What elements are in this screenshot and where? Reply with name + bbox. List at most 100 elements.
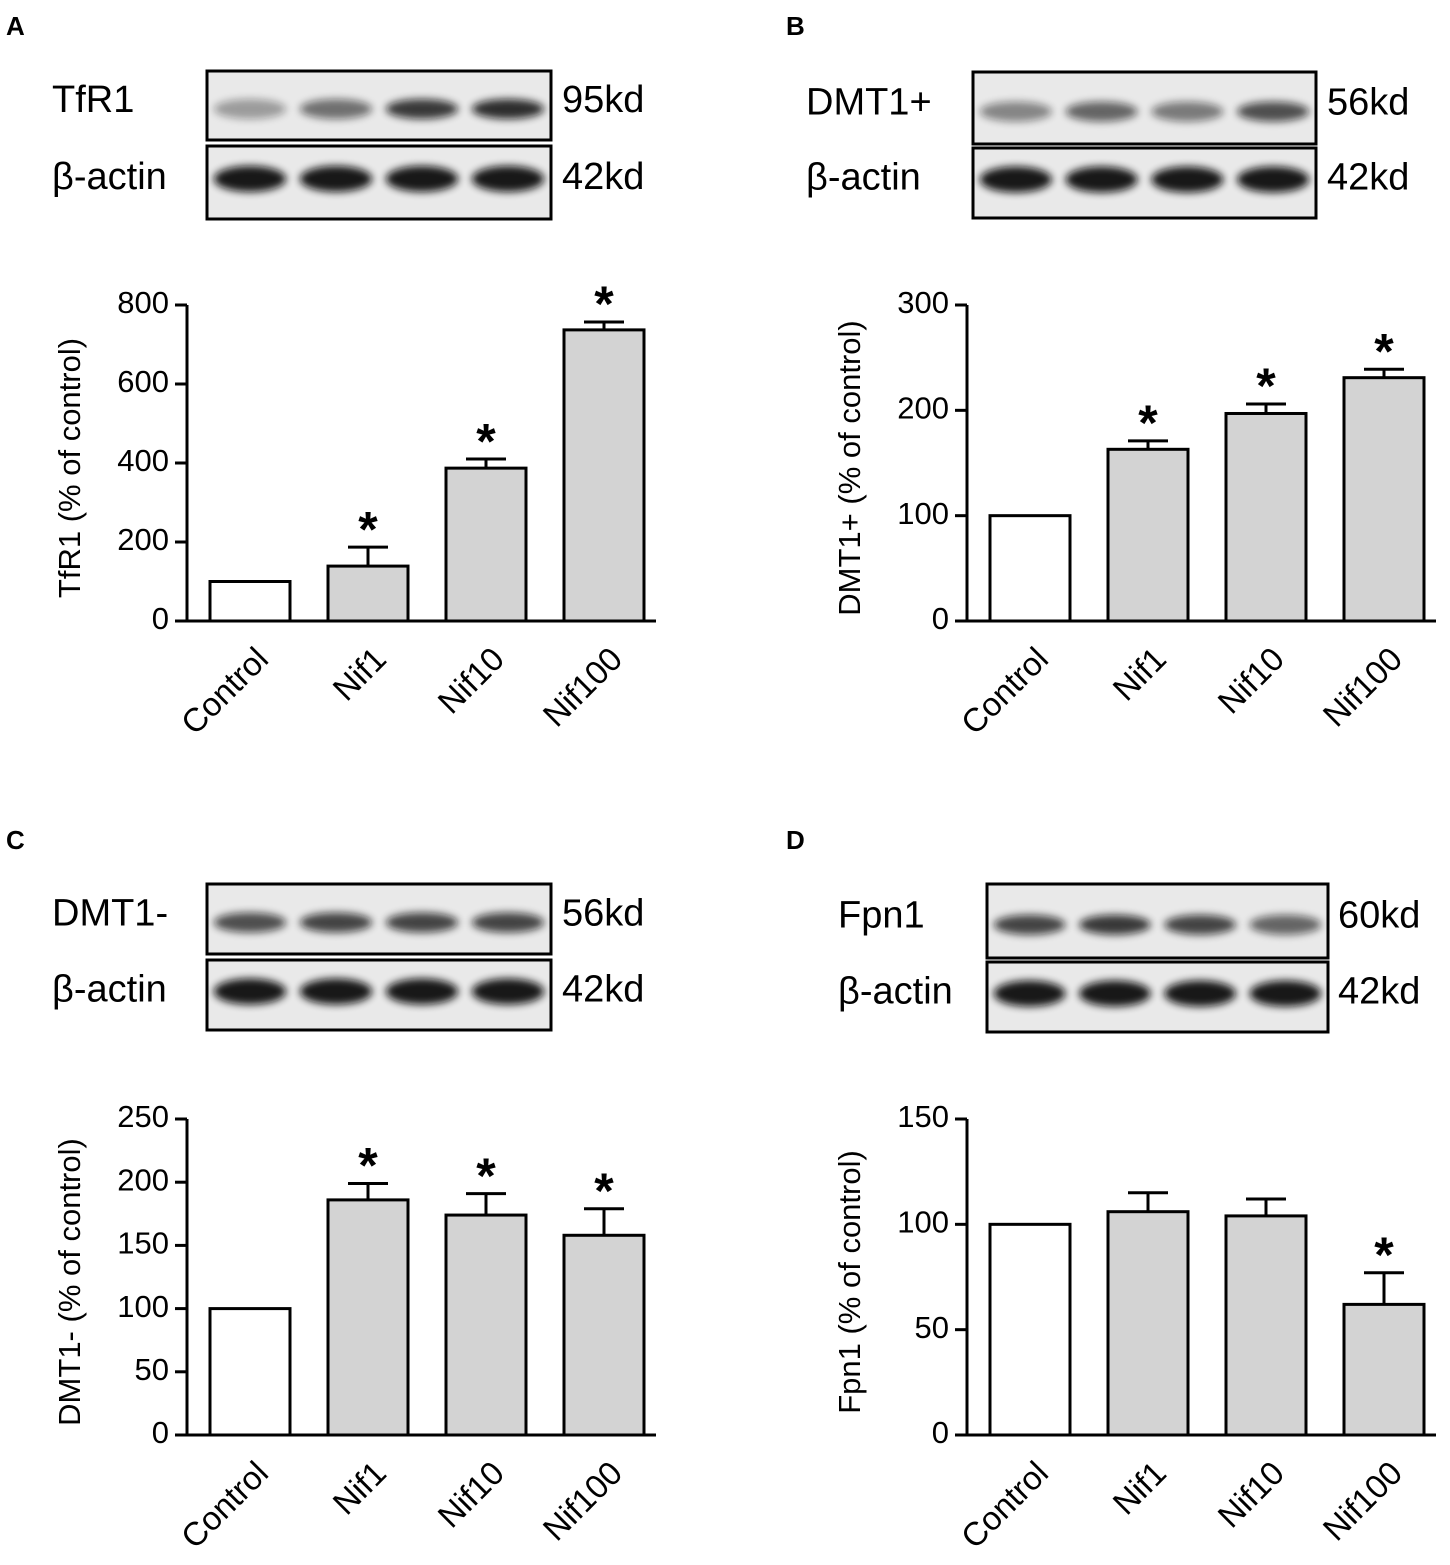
x-tick-label: Nif100 [536, 640, 630, 734]
x-tick-label: Nif1 [325, 1454, 393, 1522]
y-tick-label: 0 [932, 601, 949, 636]
bar [1224, 1214, 1308, 1437]
x-tick-label: Nif1 [1105, 640, 1173, 708]
blot-weight: 42kd [562, 156, 644, 198]
significance-marker: * [594, 276, 614, 332]
blot-band [213, 98, 287, 119]
bar [562, 1233, 646, 1437]
blot-weight: 56kd [562, 893, 644, 935]
blot-weight: 42kd [562, 969, 644, 1011]
blot-band [979, 101, 1052, 122]
blot-label: DMT1- [52, 893, 168, 935]
bar [988, 514, 1072, 623]
bar [326, 564, 410, 623]
y-tick-label: 50 [915, 1310, 949, 1345]
blot-label: Fpn1 [838, 894, 925, 936]
y-tick-label: 100 [117, 1289, 169, 1324]
x-tick-label: Nif10 [430, 1454, 511, 1535]
blot-band [471, 912, 545, 933]
blot-band [1237, 166, 1310, 193]
blot-band [1065, 166, 1138, 193]
blot-band [385, 98, 459, 119]
x-tick-label: Control [174, 1454, 275, 1555]
blot-band [1164, 980, 1236, 1007]
y-tick-label: 200 [117, 522, 169, 557]
blot-band [471, 98, 545, 119]
y-axis-label: Fpn1 (% of control) [832, 1150, 867, 1414]
y-tick-label: 100 [897, 1205, 949, 1240]
blot-band [1065, 101, 1138, 122]
blot-label: TfR1 [52, 79, 134, 121]
y-tick-label: 0 [152, 601, 169, 636]
blot-weight: 56kd [1327, 81, 1409, 123]
blot-band [471, 978, 545, 1005]
bar [208, 1307, 292, 1437]
bar [444, 466, 528, 623]
significance-marker: * [358, 1138, 378, 1194]
blot-band [213, 912, 287, 933]
bar [1106, 1210, 1190, 1437]
panel: C DMT1- 56kd β-actin 42kd 0 50 100 150 200 250 DMT1… [6, 825, 656, 1555]
y-tick-label: 600 [117, 364, 169, 399]
blot-band [1249, 980, 1322, 1007]
panel-label: D [786, 825, 805, 855]
bar [444, 1213, 528, 1437]
blot-band [385, 912, 459, 933]
blot-weight: 42kd [1338, 971, 1420, 1013]
x-tick-label: Nif100 [1316, 1454, 1410, 1548]
blot-band [993, 980, 1066, 1007]
blot-band [385, 165, 459, 192]
blot-label: β-actin [838, 971, 953, 1013]
blot-weight: 95kd [562, 79, 644, 121]
significance-marker: * [1138, 395, 1158, 451]
y-tick-label: 200 [117, 1162, 169, 1197]
bar [326, 1198, 410, 1437]
blot-band [1079, 980, 1151, 1007]
blot-band [1164, 914, 1236, 935]
x-tick-label: Nif10 [1210, 640, 1291, 721]
significance-marker: * [476, 413, 496, 469]
panel-label: A [6, 11, 25, 41]
blot-band [299, 165, 373, 192]
bar [1342, 376, 1426, 623]
x-tick-label: Nif1 [1105, 1454, 1173, 1522]
significance-marker: * [1256, 358, 1276, 414]
x-tick-label: Control [954, 640, 1055, 741]
bar [988, 1222, 1072, 1437]
x-tick-label: Nif10 [430, 640, 511, 721]
blot-band [993, 914, 1066, 935]
bar [1342, 1302, 1426, 1437]
bar [1224, 411, 1308, 623]
significance-marker: * [594, 1163, 614, 1219]
blot-band [1151, 101, 1224, 122]
blot-band [979, 166, 1052, 193]
panel: D Fpn1 60kd β-actin 42kd 0 50 100 150 Fpn1 (% of … [786, 825, 1436, 1555]
significance-marker: * [1374, 323, 1394, 379]
blot-label: DMT1+ [806, 81, 932, 123]
y-tick-label: 800 [117, 285, 169, 320]
blot-label: β-actin [52, 156, 167, 198]
x-tick-label: Nif100 [536, 1454, 630, 1548]
x-tick-label: Control [174, 640, 275, 741]
blot-band [213, 978, 287, 1005]
x-tick-label: Nif100 [1316, 640, 1410, 734]
blot-weight: 60kd [1338, 894, 1420, 936]
x-tick-label: Control [954, 1454, 1055, 1555]
panel-label: B [786, 11, 805, 41]
blot-band [1079, 914, 1151, 935]
y-tick-label: 0 [932, 1415, 949, 1450]
panel: A TfR1 95kd β-actin 42kd 0 200 400 600 800 TfR1 (%… [6, 11, 656, 741]
y-tick-label: 400 [117, 443, 169, 478]
bar [1106, 447, 1190, 623]
significance-marker: * [476, 1148, 496, 1204]
y-tick-label: 150 [117, 1226, 169, 1261]
y-tick-label: 200 [897, 391, 949, 426]
bar [208, 580, 292, 623]
blot-label: β-actin [806, 157, 921, 199]
y-axis-label: TfR1 (% of control) [52, 338, 87, 598]
blot-band [1249, 914, 1322, 935]
bar [562, 328, 646, 623]
blot-label: β-actin [52, 969, 167, 1011]
x-tick-label: Nif1 [325, 640, 393, 708]
